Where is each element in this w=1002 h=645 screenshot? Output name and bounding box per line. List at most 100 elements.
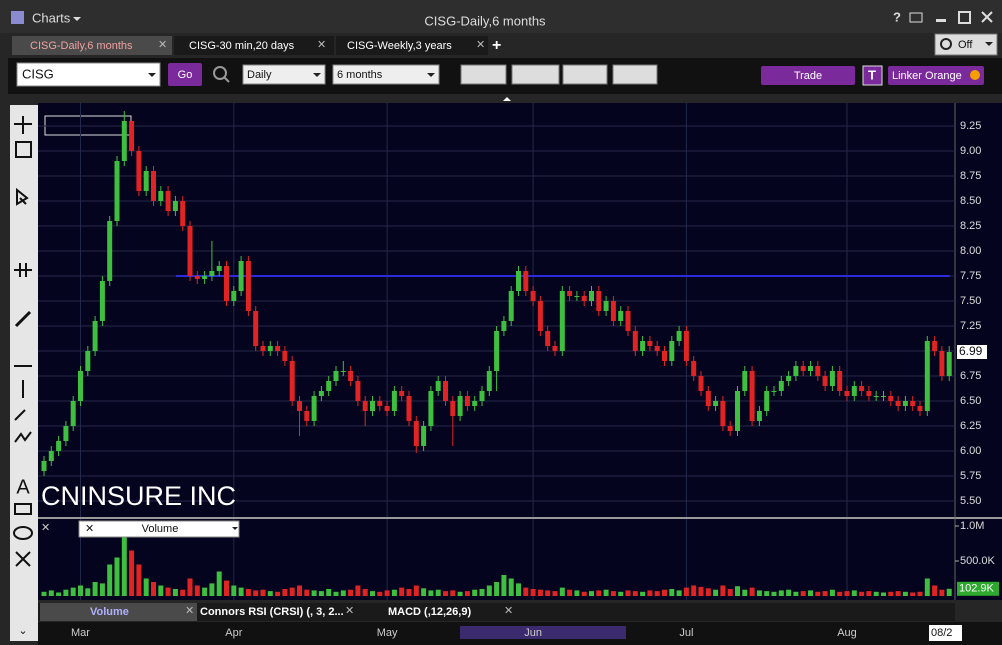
crosshair-tool[interactable]	[14, 116, 32, 134]
go-button[interactable]	[168, 63, 202, 86]
y-tick-label: 6.50	[960, 395, 981, 407]
link-toggle[interactable]	[934, 33, 998, 56]
tab-active[interactable]	[12, 36, 172, 55]
volume-bar	[603, 589, 609, 596]
symbol-input[interactable]	[16, 62, 161, 87]
tab[interactable]	[336, 36, 488, 55]
layout-button[interactable]	[612, 64, 658, 85]
study-tab-close[interactable]: ✕	[345, 605, 354, 617]
candle-body	[297, 401, 302, 411]
volume-bar	[589, 591, 594, 596]
price-axis-pane	[955, 103, 1002, 517]
add-tab[interactable]: +	[492, 37, 501, 54]
period-select[interactable]	[242, 64, 326, 85]
linker-button[interactable]	[888, 66, 984, 85]
link-state[interactable]: Off	[958, 39, 973, 51]
pointer-tool[interactable]	[16, 187, 29, 206]
study-tab-active[interactable]	[40, 603, 197, 621]
help-button[interactable]: ?	[893, 9, 901, 24]
volume-pane-x[interactable]: ✕	[85, 523, 94, 535]
annotation: CNINSURE INC	[41, 481, 236, 511]
volume-pane-close[interactable]: ✕	[41, 522, 50, 534]
last-volume-label: 102.9K	[959, 583, 995, 595]
date-box	[929, 625, 962, 641]
volume-bar	[472, 589, 478, 596]
go-label[interactable]: Go	[178, 69, 193, 81]
volume-pane-title: Volume	[142, 523, 179, 535]
candle-body	[654, 346, 660, 351]
t-label[interactable]: T	[868, 67, 876, 82]
trade-button[interactable]	[761, 66, 855, 85]
text-tool[interactable]: A	[16, 476, 30, 498]
range-select[interactable]	[332, 64, 440, 85]
volume-bar	[78, 585, 83, 596]
tab-label[interactable]: CISG-Daily,6 months	[30, 40, 133, 52]
grid-tool[interactable]	[15, 141, 32, 158]
chart-type-button[interactable]	[460, 64, 507, 85]
study-tab-label[interactable]: MACD (,12,26,9)	[388, 606, 471, 618]
candle-body	[340, 371, 346, 372]
volume-bar	[888, 591, 894, 596]
volume-bar	[559, 587, 565, 596]
candle-body	[70, 401, 76, 426]
volume-bar	[297, 585, 302, 596]
trend-tools[interactable]	[14, 409, 32, 443]
restore-button[interactable]	[909, 12, 923, 23]
symbol[interactable]: CISG	[22, 66, 54, 81]
volume-bar	[494, 582, 500, 596]
tab-close[interactable]: ✕	[476, 39, 485, 51]
line-tool[interactable]	[14, 310, 32, 328]
trade-label[interactable]: Trade	[794, 70, 822, 82]
close-button[interactable]	[981, 11, 993, 23]
tab-close[interactable]: ✕	[317, 39, 326, 51]
volume-bar	[92, 582, 98, 596]
tab-label[interactable]: CISG-30 min,20 days	[189, 40, 295, 52]
volume-bar	[231, 585, 237, 596]
study-tab-close[interactable]: ✕	[504, 605, 513, 617]
volume-bar	[114, 557, 120, 596]
pane-handle[interactable]	[503, 97, 511, 101]
volume-bar	[99, 583, 105, 596]
study-tab-label[interactable]: Connors RSI (CRSI) (, 3, 2...	[200, 606, 344, 618]
volume-tick-label: 1.0M	[960, 520, 984, 532]
search-icon[interactable]	[213, 66, 227, 80]
volume-bar	[318, 591, 324, 596]
rect-tool[interactable]	[14, 503, 32, 515]
maximize-button[interactable]	[958, 11, 971, 24]
candle-body	[391, 391, 397, 411]
horizontal-tool[interactable]	[14, 365, 32, 398]
volume-bar	[552, 591, 558, 596]
delete-tool[interactable]	[15, 551, 31, 567]
study-tab-close[interactable]: ✕	[185, 605, 194, 617]
volume-bar	[136, 564, 142, 596]
volume-bar	[224, 580, 229, 596]
volume-bar	[202, 587, 208, 596]
candle-body	[618, 311, 624, 321]
volume-bar	[778, 590, 784, 596]
draw-button[interactable]	[562, 64, 608, 85]
volume-bar	[63, 589, 69, 596]
study-tab-label[interactable]: Volume	[90, 606, 129, 618]
volume-bar	[939, 589, 945, 596]
volume-bar	[713, 589, 719, 596]
linker-label[interactable]: Linker Orange	[892, 70, 962, 82]
t-button[interactable]	[862, 65, 883, 86]
collapse-tool[interactable]: ⌄	[18, 625, 27, 637]
ellipse-tool[interactable]	[13, 526, 33, 540]
volume-bar	[501, 575, 507, 596]
scroll-thumb[interactable]	[460, 626, 626, 639]
tab[interactable]	[174, 36, 334, 55]
candle-body	[749, 371, 755, 421]
tab-label[interactable]: CISG-Weekly,3 years	[347, 40, 452, 52]
volume-bar	[479, 589, 485, 596]
volume-bar	[735, 586, 740, 596]
minimize-button[interactable]	[936, 19, 946, 22]
app-menu[interactable]: Charts	[32, 10, 71, 25]
candle-body	[253, 311, 259, 346]
period[interactable]: Daily	[247, 69, 272, 81]
range[interactable]: 6 months	[337, 69, 383, 81]
tab-close[interactable]: ✕	[158, 39, 167, 51]
filter-button[interactable]	[511, 64, 560, 85]
volume-bar	[924, 578, 930, 596]
range-tool[interactable]	[14, 263, 32, 277]
